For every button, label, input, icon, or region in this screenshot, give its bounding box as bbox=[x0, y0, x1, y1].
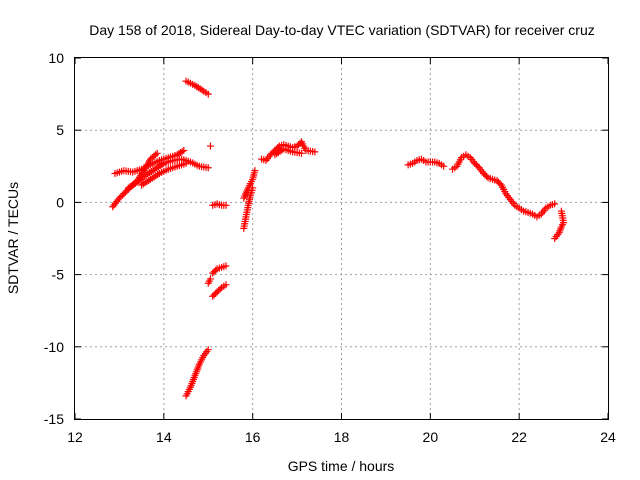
data-point bbox=[212, 266, 220, 274]
series-arc-d bbox=[138, 159, 190, 189]
data-point bbox=[152, 151, 160, 159]
chart-title: Day 158 of 2018, Sidereal Day-to-day VTE… bbox=[89, 22, 595, 38]
y-tick-label: -15 bbox=[44, 411, 64, 427]
series-arc-n bbox=[258, 138, 319, 165]
x-tick-label: 12 bbox=[67, 429, 83, 445]
data-point bbox=[474, 162, 482, 170]
series-arc-q bbox=[449, 151, 559, 221]
y-tick-label: -5 bbox=[52, 267, 65, 283]
x-tick-label: 18 bbox=[334, 429, 350, 445]
axis-ticks: 12 14 16 18 20 22 24 -15 -10 -5 0 5 10 bbox=[44, 50, 616, 445]
data-point bbox=[496, 180, 504, 188]
data-point bbox=[206, 275, 214, 283]
data-point bbox=[180, 146, 188, 154]
data-point bbox=[557, 207, 565, 215]
data-point bbox=[178, 147, 186, 155]
series-arc-h bbox=[209, 200, 230, 209]
data-point bbox=[298, 149, 306, 157]
x-tick-label: 20 bbox=[423, 429, 439, 445]
y-tick-label: -10 bbox=[44, 339, 64, 355]
y-tick-label: 5 bbox=[56, 122, 64, 138]
x-tick-label: 16 bbox=[245, 429, 261, 445]
series-arc-j bbox=[209, 262, 230, 277]
x-tick-label: 24 bbox=[600, 429, 616, 445]
x-tick-label: 22 bbox=[511, 429, 527, 445]
data-point bbox=[204, 90, 212, 98]
data-point bbox=[222, 262, 230, 270]
series-arc-m bbox=[240, 167, 259, 202]
data-marks bbox=[109, 77, 568, 400]
x-axis-label: GPS time / hours bbox=[288, 458, 395, 474]
data-point bbox=[251, 167, 259, 175]
series-arc-o bbox=[271, 145, 306, 159]
data-point bbox=[153, 149, 161, 157]
grid bbox=[75, 58, 608, 419]
series-arc-k bbox=[209, 281, 230, 300]
data-point bbox=[204, 346, 212, 354]
data-point bbox=[440, 162, 448, 170]
data-point bbox=[222, 201, 230, 209]
plot-frame bbox=[74, 57, 609, 420]
series-arc-e bbox=[182, 77, 212, 98]
series-arc-c bbox=[124, 155, 212, 192]
data-point bbox=[311, 148, 319, 156]
series-arc-g bbox=[206, 142, 214, 150]
series-arc-p bbox=[404, 155, 448, 170]
data-point bbox=[222, 281, 230, 289]
data-point bbox=[483, 172, 491, 180]
x-tick-label: 14 bbox=[156, 429, 172, 445]
series-arc-f bbox=[182, 346, 212, 400]
y-tick-label: 0 bbox=[56, 194, 64, 210]
data-point bbox=[551, 200, 559, 208]
data-point bbox=[206, 142, 214, 150]
y-axis-label: SDTVAR / TECUs bbox=[5, 182, 21, 294]
series-arc-r bbox=[551, 207, 568, 242]
data-point bbox=[216, 285, 224, 293]
series-arc-l bbox=[240, 184, 257, 232]
data-point bbox=[182, 159, 190, 167]
data-point bbox=[204, 164, 212, 172]
series-arc-i bbox=[204, 275, 214, 287]
y-tick-label: 10 bbox=[48, 50, 64, 66]
